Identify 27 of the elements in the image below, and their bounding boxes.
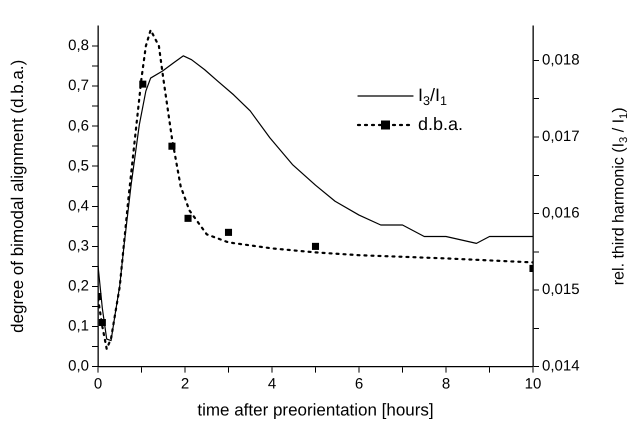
y-tick-label: 0,4 — [68, 197, 89, 214]
y-axis-title: degree of bimodal alignment (d.b.a.) — [8, 60, 27, 333]
y-tick-label: 0,2 — [68, 278, 89, 295]
y2-tick-label: 0,015 — [542, 281, 580, 298]
x-tick-label: 6 — [354, 376, 364, 393]
y2-tick-label: 0,014 — [542, 358, 580, 375]
y-tick-label: 0,0 — [68, 358, 89, 375]
point — [184, 214, 192, 222]
y-tick-label: 0,1 — [68, 318, 89, 335]
y-tick-label: 0,8 — [68, 37, 89, 54]
x-axis-title: time after preorientation [hours] — [197, 400, 434, 420]
point — [224, 228, 232, 236]
y-tick-label: 0,5 — [68, 157, 89, 174]
x-tick-label: 2 — [180, 376, 190, 393]
y2-tick-label: 0,018 — [542, 52, 580, 69]
y2-tick-label: 0,017 — [542, 128, 580, 146]
y-tick-label: 0,6 — [68, 117, 89, 134]
y-tick-label: 0,3 — [68, 238, 89, 255]
y2-axis-title: rel. third harmonic (I3 / I1) — [610, 107, 630, 286]
x-tick-label: 0 — [94, 376, 102, 393]
x-tick-label: 10 — [524, 376, 542, 393]
y-tick-label: 0,7 — [68, 77, 89, 94]
legend-label: d.b.a. — [418, 114, 464, 134]
point — [312, 242, 320, 250]
x-tick-label: 8 — [442, 376, 450, 393]
x-tick-label: 4 — [268, 376, 276, 393]
y2-tick-label: 0,016 — [542, 204, 580, 222]
